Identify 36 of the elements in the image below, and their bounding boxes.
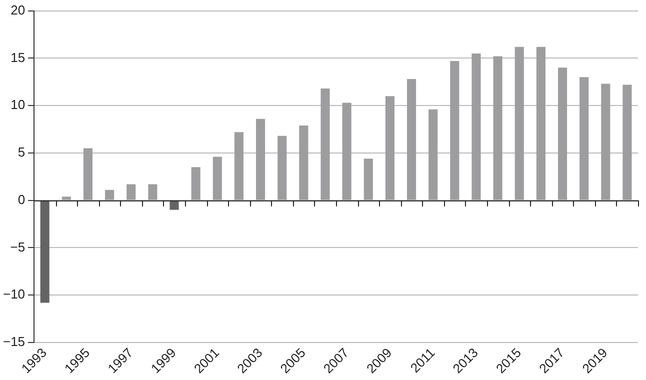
y-tick-label: 10 bbox=[10, 97, 26, 112]
bar bbox=[83, 148, 93, 200]
bar bbox=[62, 196, 71, 200]
bar bbox=[40, 200, 50, 303]
bar bbox=[450, 61, 460, 200]
bar bbox=[601, 84, 610, 200]
bar bbox=[170, 200, 179, 210]
bar bbox=[558, 68, 568, 200]
bar bbox=[385, 96, 394, 200]
bar bbox=[342, 102, 352, 200]
bar bbox=[234, 132, 244, 200]
bar bbox=[320, 88, 330, 200]
y-tick-label: −15 bbox=[2, 334, 26, 350]
y-tick-label: −10 bbox=[2, 286, 26, 302]
bar bbox=[580, 77, 589, 200]
bar bbox=[256, 118, 266, 200]
bar bbox=[299, 125, 308, 200]
bar bbox=[428, 109, 438, 200]
bar bbox=[514, 46, 524, 200]
bar bbox=[493, 56, 502, 200]
bar bbox=[364, 158, 373, 200]
y-tick-label: 15 bbox=[10, 50, 26, 65]
y-tick-label: 5 bbox=[18, 144, 26, 160]
bar bbox=[536, 46, 546, 200]
bar bbox=[406, 79, 416, 200]
bar bbox=[105, 190, 114, 200]
bar bbox=[191, 167, 200, 200]
y-tick-label: −5 bbox=[10, 239, 26, 254]
bar bbox=[472, 53, 481, 200]
bar bbox=[212, 156, 222, 200]
bar bbox=[126, 184, 136, 200]
bar bbox=[622, 84, 632, 200]
y-tick-label: 20 bbox=[10, 2, 26, 18]
y-tick-label: 0 bbox=[18, 192, 26, 207]
bar bbox=[148, 184, 158, 200]
bar bbox=[278, 136, 287, 200]
